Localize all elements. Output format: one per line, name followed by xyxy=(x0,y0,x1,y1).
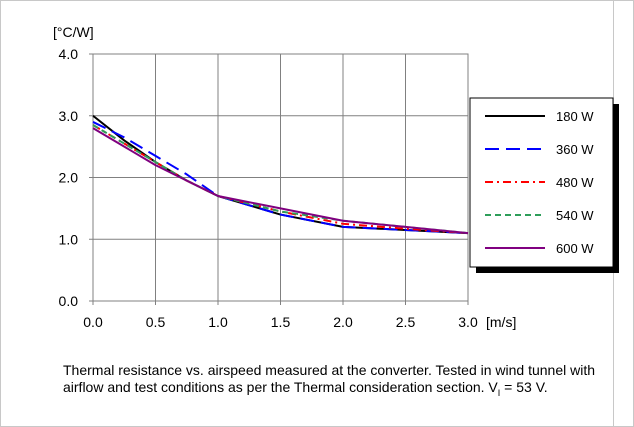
series-layer xyxy=(92,114,469,235)
caption-text: Thermal resistance vs. airspeed measured… xyxy=(63,362,596,395)
y-tick-label: 1.0 xyxy=(59,231,79,247)
legend-label: 360 W xyxy=(556,142,594,157)
series-line-360w xyxy=(92,121,469,235)
x-tick-label: 3.0 xyxy=(458,314,478,330)
y-tick-label: 4.0 xyxy=(59,46,79,62)
caption-tail: = 53 V. xyxy=(500,379,548,395)
y-tick-label: 2.0 xyxy=(59,170,79,186)
y-tick-label: 0.0 xyxy=(59,293,79,309)
legend: 180 W 360 W 480 W 540 W 600 W xyxy=(469,97,619,273)
series-line-480w xyxy=(92,124,469,235)
x-tick-label: 0.0 xyxy=(83,314,103,330)
legend-label: 180 W xyxy=(556,109,594,124)
x-tick-label: 0.5 xyxy=(146,314,166,330)
series-line-600w xyxy=(92,127,469,235)
thermal-resistance-chart: 0.0 0.5 1.0 1.5 2.0 2.5 3.0 0.0 1.0 2.0 3.0 4.0 [°C… xyxy=(53,24,619,330)
figure-caption: Thermal resistance vs. airspeed measured… xyxy=(63,362,603,402)
legend-label: 480 W xyxy=(556,175,594,190)
x-tick-label: 1.0 xyxy=(208,314,228,330)
legend-items: 180 W 360 W 480 W 540 W 600 W xyxy=(485,109,594,256)
caption-subscript: I xyxy=(497,387,501,398)
grid xyxy=(93,54,468,301)
x-axis-unit: [m/s] xyxy=(486,314,516,330)
x-tick-label: 1.5 xyxy=(271,314,291,330)
tick-labels: 0.0 0.5 1.0 1.5 2.0 2.5 3.0 0.0 1.0 2.0 3.0 4.0 xyxy=(59,46,478,330)
y-tick-label: 3.0 xyxy=(59,108,79,124)
x-tick-label: 2.0 xyxy=(333,314,353,330)
legend-label: 600 W xyxy=(556,241,594,256)
x-tick-label: 2.5 xyxy=(396,314,416,330)
y-axis-unit: [°C/W] xyxy=(53,24,94,40)
legend-label: 540 W xyxy=(556,208,594,223)
